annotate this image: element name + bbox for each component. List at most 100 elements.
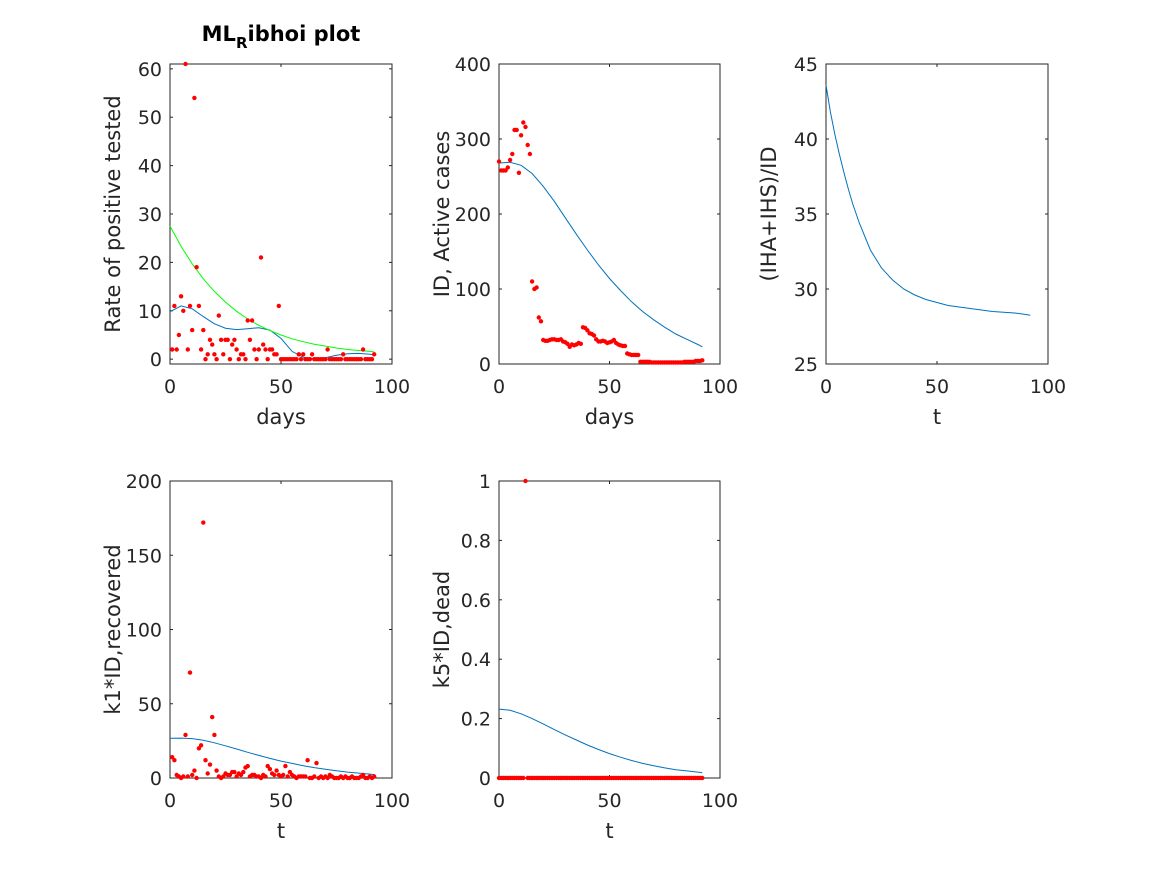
subplot-1-data-point	[258, 255, 264, 260]
subplot-1-data-point	[196, 303, 202, 309]
subplot-1-data-point	[307, 357, 313, 362]
subplot-1-data-point	[225, 337, 230, 342]
subplot-4-data-point	[372, 774, 377, 779]
subplot-2-data-point	[578, 341, 583, 346]
subplot-4-xtick-label: 0	[164, 790, 176, 812]
subplot-3-ytick-label: 25	[794, 354, 818, 376]
subplot-1-ytick-label: 60	[138, 59, 162, 81]
subplot-4-data-point	[190, 772, 195, 778]
subplot-1-data-point	[236, 357, 241, 362]
plot-title-main: ML	[202, 22, 236, 46]
subplot-1-data-point	[205, 352, 210, 357]
subplot-1-data-point	[185, 347, 190, 352]
subplot-2-data-point	[505, 165, 510, 170]
subplot-2-axes: 0 50 100 0 100 200 300 400 days ID, Active cases	[430, 54, 738, 429]
subplot-4-xtick-label: 100	[374, 790, 410, 812]
subplot-1-data-point	[265, 357, 270, 362]
subplot-1-data-point	[201, 327, 206, 333]
subplot-3-ylabel: (IHA+IHS)/ID	[757, 146, 781, 281]
subplot-5-data-point	[523, 478, 528, 484]
subplot-1-data-point	[214, 357, 219, 362]
subplot-1-data-point	[170, 347, 175, 352]
subplot-3-series-line-1	[825, 84, 1031, 316]
subplot-3-ytick-label: 35	[794, 204, 818, 226]
subplot-5-ytick-label: 0.2	[461, 709, 491, 731]
subplot-4-data-point	[214, 768, 219, 773]
subplot-1-data-point	[232, 337, 237, 342]
subplot-1-data-point	[216, 313, 221, 318]
subplot-5-ytick-label: 0.6	[461, 590, 491, 612]
subplot-4-data-point	[263, 774, 268, 779]
subplot-1-xtick-label: 50	[269, 376, 293, 398]
subplot-2-data-point	[496, 159, 502, 164]
subplot-4-data-point	[314, 760, 319, 766]
subplot-4-data-point	[274, 768, 279, 773]
subplot-4-ylabel: k1*ID,recovered	[101, 544, 125, 714]
subplot-1-data-point	[298, 357, 304, 362]
subplot-2-data-point	[523, 124, 528, 130]
subplot-1-data-point	[187, 303, 193, 309]
subplot-1-xtick-label: 100	[374, 376, 410, 398]
subplot-1-data-point	[263, 347, 268, 352]
subplot-1-data-point	[198, 347, 204, 352]
subplot-4-axes-box	[169, 480, 393, 779]
subplot-5-series-line-1	[498, 708, 703, 774]
subplot-1-data-point	[181, 308, 186, 313]
subplot-1-ytick-label: 40	[138, 156, 162, 178]
subplot-1-data-point	[243, 357, 248, 362]
subplot-2-xtick-label: 100	[702, 376, 738, 398]
subplot-4-data-point	[187, 670, 193, 675]
subplot-2-data-point	[516, 170, 522, 175]
subplot-1-series-line-2	[169, 225, 375, 353]
subplot-1-data-point	[274, 352, 279, 357]
subplot-4-ytick-label: 150	[126, 545, 162, 567]
subplot-4-data-point	[212, 732, 217, 738]
subplot-4-data-point	[272, 772, 277, 778]
subplot-2-data-point	[591, 333, 597, 338]
subplot-4-data-point	[203, 758, 208, 763]
subplot-2-xtick-label: 0	[493, 376, 505, 398]
subplot-4-data-point	[183, 732, 188, 738]
subplot-5-data-point	[700, 775, 705, 781]
subplot-3-ytick-label: 45	[794, 54, 818, 76]
subplot-2-data-point	[507, 157, 513, 163]
subplot-4-data-point	[283, 763, 288, 769]
subplot-1-data-point	[183, 61, 188, 67]
subplot-1-data-point	[261, 342, 266, 347]
subplot-1-axes: 0 50 100 0 10 20 30 40 50 60 days Rate of positive …	[101, 59, 410, 429]
subplot-4-data-point	[303, 774, 308, 779]
subplot-4-axes: 0 50 100 0 50 100 150 200 t k1*ID,recovered	[101, 471, 410, 843]
subplot-5-ylabel: k5*ID,dead	[430, 571, 454, 689]
plot-title-rest: ibhoi plot	[248, 22, 361, 46]
plot-title: MLRibhoi plot	[202, 22, 361, 52]
subplot-1-data-point	[245, 318, 250, 323]
subplot-1-ytick-label: 0	[150, 349, 162, 371]
subplot-4-data-point	[281, 772, 286, 778]
subplot-1-data-point	[218, 337, 224, 342]
subplot-4-ytick-label: 0	[150, 768, 162, 790]
subplot-4-data-point	[305, 758, 310, 763]
subplot-2-data-point	[521, 120, 526, 125]
subplot-2-ytick-label: 200	[455, 204, 491, 226]
subplot-1-ytick-label: 10	[138, 301, 162, 323]
subplot-1-data-point	[192, 95, 197, 101]
subplot-1-data-point	[269, 347, 275, 352]
subplot-4-data-point	[201, 520, 206, 525]
subplot-4-xtick-label: 50	[269, 790, 293, 812]
subplot-1-data-point	[252, 347, 257, 352]
subplot-1-ytick-label: 20	[138, 252, 162, 274]
subplot-4-data-point	[285, 774, 290, 779]
subplot-2-data-point	[536, 315, 541, 320]
subplot-2-data-point	[622, 343, 628, 349]
subplot-2-ytick-label: 100	[455, 279, 491, 301]
subplot-2-data-point	[527, 151, 533, 157]
subplot-4-data-point	[185, 774, 190, 779]
subplot-3-xtick-label: 50	[925, 376, 949, 398]
subplot-1-data-point	[212, 352, 217, 357]
subplot-3-ytick-label: 40	[794, 129, 818, 151]
subplot-2-series-line-1	[498, 161, 703, 348]
subplot-1-data-point	[203, 357, 208, 362]
subplot-3-axes-box	[825, 63, 1049, 365]
subplot-4-data-point	[245, 763, 250, 769]
subplot-1-data-point	[172, 303, 177, 309]
